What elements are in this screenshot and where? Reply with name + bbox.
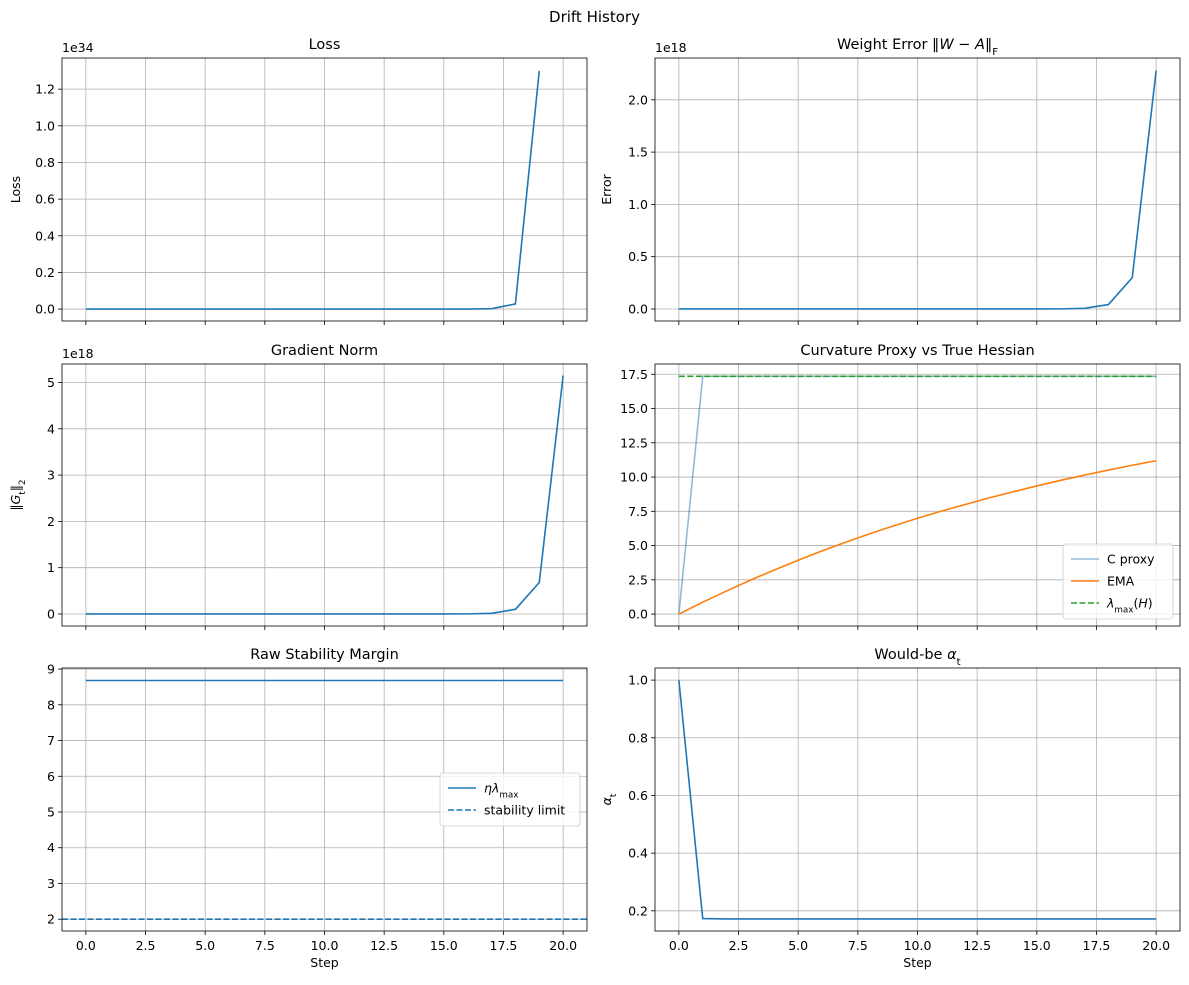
x-tick-label: 12.5	[370, 938, 398, 953]
legend-frame	[1062, 543, 1174, 620]
x-tick-label: 7.5	[255, 938, 275, 953]
x-tick-label: 15.0	[1023, 938, 1051, 953]
x-tick-label: 15.0	[430, 938, 458, 953]
y-tick-label: 0.0	[628, 301, 648, 316]
y-axis-label: αt	[599, 793, 619, 805]
x-tick-label: 20.0	[549, 938, 577, 953]
legend-label: EMA	[1107, 574, 1135, 589]
y-tick-label: 5	[47, 375, 55, 390]
y-tick-label: 0.8	[628, 730, 648, 745]
subplot-title: Raw Stability Margin	[250, 647, 399, 663]
y-tick-label: 2	[47, 514, 55, 529]
y-tick-label: 0	[47, 606, 55, 621]
subplot-6: 0.0 2.5 5.0 7.5 10.0 12.5 15.0 17.5 20.0 0.2 0.4 0.…	[599, 647, 1181, 970]
y-tick-label: 10.0	[620, 470, 648, 485]
y-tick-label: 1.2	[35, 82, 55, 97]
y-tick-label: 6	[47, 769, 55, 784]
y-tick-label: 0.2	[35, 265, 55, 280]
subplot-3: 0 1 2 3 4 5 Gradient Norm 1e18 ‖Gt‖2	[8, 343, 588, 630]
x-tick-label: 7.5	[848, 938, 868, 953]
series-line	[678, 680, 1157, 920]
offset-text: 1e34	[62, 40, 94, 55]
series-line-ema	[678, 459, 1157, 615]
gridlines	[62, 364, 587, 626]
y-tick-label: 2.0	[628, 92, 648, 107]
legend-label: λmax(H)	[1106, 596, 1153, 616]
x-tick-label: 20.0	[1142, 938, 1170, 953]
offset-text: 1e18	[62, 346, 94, 361]
x-tick-label: 17.5	[1083, 938, 1111, 953]
legend: C proxy EMA λmax(H)	[1062, 543, 1174, 620]
y-tick-label: 5.0	[628, 538, 648, 553]
y-tick-label: 0.4	[628, 846, 648, 861]
y-tick-label: 9	[47, 662, 55, 677]
y-tick-label: 0.0	[628, 607, 648, 622]
gridlines	[655, 58, 1180, 321]
gridlines	[62, 58, 587, 321]
x-tick-label: 2.5	[136, 938, 156, 953]
y-tick-label: 0.6	[628, 788, 648, 803]
legend-label: ηλmax	[484, 781, 518, 801]
x-tick-label: 10.0	[311, 938, 339, 953]
series-line	[85, 70, 541, 310]
y-axis-label: Loss	[8, 176, 23, 203]
x-axis-label: Step	[903, 955, 932, 970]
y-tick-label: 1.0	[35, 118, 55, 133]
figure-suptitle: Drift History	[549, 8, 640, 26]
y-tick-label: 4	[47, 421, 55, 436]
y-tick-label: 5	[47, 805, 55, 820]
x-tick-label: 5.0	[788, 938, 808, 953]
y-tick-label: 2.5	[628, 572, 648, 587]
legend-label: C proxy	[1107, 552, 1155, 567]
gridlines	[655, 668, 1180, 931]
offset-text: 1e18	[655, 40, 687, 55]
x-tick-label: 0.0	[669, 938, 689, 953]
y-tick-label: 17.5	[620, 367, 648, 382]
y-tick-label: 1.0	[628, 673, 648, 688]
x-axis-label: Step	[310, 955, 339, 970]
y-tick-label: 12.5	[620, 435, 648, 450]
y-tick-label: 0.2	[628, 903, 648, 918]
y-tick-label: 4	[47, 840, 55, 855]
y-tick-label: 0.4	[35, 228, 55, 243]
x-tick-label: 2.5	[729, 938, 749, 953]
subplot-5: 0.0 2.5 5.0 7.5 10.0 12.5 15.0 17.5 20.0 2 3 4 5 6 7 8 9…	[47, 647, 588, 970]
y-tick-label: 0.0	[35, 302, 55, 317]
subplot-2: 0.0 0.5 1.0 1.5 2.0 Weight Error ‖W − A‖F 1e18…	[599, 37, 1181, 325]
series-line	[85, 375, 564, 615]
y-tick-label: 1	[47, 560, 55, 575]
subplot-title: Gradient Norm	[271, 343, 378, 359]
y-tick-label: 3	[47, 468, 55, 483]
y-tick-label: 0.5	[628, 249, 648, 264]
y-axis-label: Error	[599, 173, 614, 204]
subplot-title: Curvature Proxy vs True Hessian	[800, 343, 1034, 359]
series-line	[678, 70, 1157, 310]
y-tick-label: 3	[47, 876, 55, 891]
legend-frame	[439, 772, 581, 827]
y-axis-label: ‖Gt‖2	[8, 479, 28, 510]
y-tick-label: 15.0	[620, 401, 648, 416]
y-tick-label: 0.8	[35, 155, 55, 170]
y-tick-label: 7.5	[628, 504, 648, 519]
subplot-1: 0.0 0.2 0.4 0.6 0.8 1.0 1.2 Loss 1e34 Loss	[8, 37, 588, 325]
legend-label: stability limit	[484, 803, 565, 818]
x-tick-label: 0.0	[76, 938, 96, 953]
x-tick-label: 5.0	[195, 938, 215, 953]
y-tick-label: 2	[47, 912, 55, 927]
subplot-title: Loss	[309, 37, 341, 53]
x-tick-label: 10.0	[904, 938, 932, 953]
subplot-4: 0.0 2.5 5.0 7.5 10.0 12.5 15.0 17.5 Curvature Pr…	[620, 343, 1181, 630]
subplot-title: Weight Error ‖W − A‖F	[837, 37, 998, 58]
legend: ηλmax stability limit	[439, 772, 581, 827]
y-tick-label: 1.5	[628, 145, 648, 160]
gridlines	[655, 364, 1180, 626]
y-tick-label: 1.0	[628, 197, 648, 212]
y-tick-label: 7	[47, 733, 55, 748]
x-tick-label: 17.5	[490, 938, 518, 953]
subplot-title: Would-be αt	[874, 647, 960, 668]
x-tick-label: 12.5	[963, 938, 991, 953]
y-tick-label: 0.6	[35, 192, 55, 207]
y-tick-label: 8	[47, 697, 55, 712]
